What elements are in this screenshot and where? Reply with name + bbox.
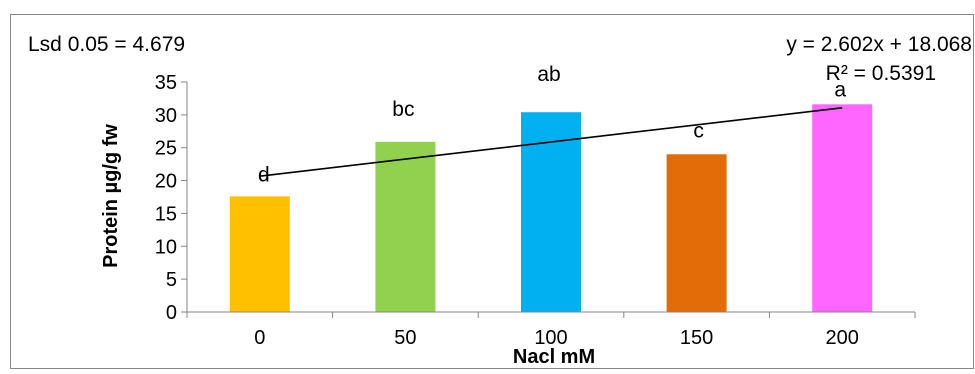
trendline — [259, 106, 843, 177]
significance-letter: c — [693, 119, 704, 142]
x-tick-label: 100 — [534, 327, 567, 349]
y-tick-label: 10 — [155, 236, 177, 258]
significance-letter: ab — [537, 63, 560, 86]
bar — [375, 141, 436, 312]
y-tick-label: 15 — [155, 203, 177, 225]
trendline-r-squared: R² = 0.5391 — [826, 62, 936, 85]
bar — [229, 196, 290, 312]
y-axis-title: Protein µg/g fw — [100, 124, 122, 268]
y-tick-label: 20 — [155, 171, 177, 193]
lsd-label: Lsd 0.05 = 4.679 — [28, 33, 185, 56]
x-tick-label: 50 — [394, 327, 416, 349]
y-tick-label: 30 — [155, 105, 177, 127]
y-tick-label: 35 — [155, 72, 177, 94]
trendline-equation: y = 2.602x + 18.068 — [786, 33, 972, 56]
significance-letter: d — [258, 163, 270, 186]
significance-letter: a — [834, 78, 846, 101]
x-axis-title: Nacl mM — [513, 346, 595, 368]
bar — [521, 112, 581, 312]
y-tick-label: 5 — [166, 269, 177, 291]
x-tick-label: 200 — [826, 327, 859, 349]
y-tick-label: 25 — [155, 138, 177, 160]
bar — [812, 104, 873, 312]
bar — [666, 154, 727, 312]
x-tick-label: 150 — [680, 327, 713, 349]
plot-area: 0 5 10 15 20 25 30 35 0 50 100 150 200 d bc ab c a — [155, 63, 916, 349]
x-tick-label: 0 — [254, 327, 265, 349]
y-tick-label: 0 — [166, 302, 177, 324]
significance-letter: bc — [392, 98, 414, 121]
